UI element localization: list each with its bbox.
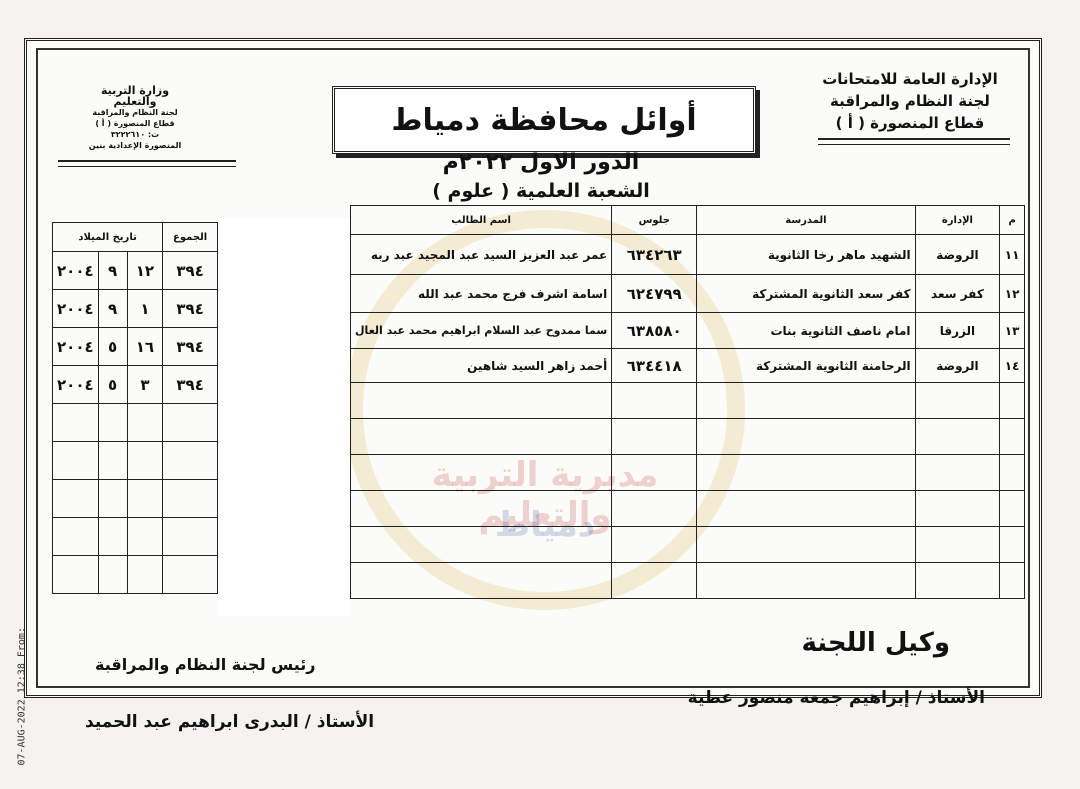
cell-total: ٣٩٤ — [162, 251, 218, 290]
header-rule — [818, 138, 1010, 145]
cell-school: الرحامنة الثانوية المشتركة — [696, 348, 916, 383]
exam-round: الدور الاول ٢٠٢٢م — [442, 150, 640, 175]
empty-row — [349, 418, 1025, 455]
cell-student: سما ممدوح عبد السلام ابراهيم محمد عبد ال… — [349, 312, 613, 349]
org-line: الإدارة العامة للامتحانات — [822, 70, 998, 88]
head-title: رئيس لجنة النظام والمراقبة — [95, 655, 316, 674]
empty-row — [349, 490, 1025, 527]
cell-day: ١ — [126, 289, 164, 328]
cell-school: كفر سعد الثانوية المشتركة — [696, 274, 916, 313]
cell-student: اسامة اشرف فرج محمد عبد الله — [349, 274, 613, 313]
empty-row — [52, 479, 218, 518]
cell-seat: ٦٣٤٢٦٣ — [611, 234, 698, 275]
cell-day: ٣ — [126, 365, 164, 404]
cell-index: ١٢ — [999, 274, 1025, 313]
cell-administration: كفر سعد — [914, 274, 1001, 313]
cell-school: الشهيد ماهر رخا الثانوية — [696, 234, 916, 275]
cell-administration: الروضة — [914, 234, 1001, 275]
empty-row — [349, 526, 1025, 563]
org-line: قطاع المنصورة ( أ ) — [835, 114, 985, 132]
empty-row — [52, 403, 218, 442]
col-seat: جلوس — [611, 205, 698, 235]
table-row: ٣٩٤ ١٢ ٩ ٢٠٠٤ — [52, 251, 218, 290]
col-birth-date: تاريخ الميلاد — [51, 222, 164, 252]
cell-index: ١٤ — [999, 348, 1025, 383]
table-header-row: الجموع تاريخ الميلاد — [51, 222, 218, 252]
table-header-row: م الإدارة المدرسة جلوس اسم الطالب — [349, 205, 1025, 235]
cell-total: ٣٩٤ — [162, 365, 218, 404]
cell-year: ٢٠٠٤ — [52, 327, 99, 366]
stamp-line: وزارة التربية والتعليم — [100, 84, 170, 108]
official-stamp: وزارة التربية والتعليم لجنة النظام والمر… — [80, 85, 190, 155]
cell-month: ٩ — [97, 289, 128, 328]
cell-month: ٥ — [97, 365, 128, 404]
cell-student: عمر عبد العزيز السيد عبد المجيد عبد ربه — [349, 234, 613, 275]
cell-month: ٩ — [97, 251, 128, 290]
fax-timestamp: 07-AUG-2022 12:38 From: — [16, 627, 28, 766]
stamp-rule — [58, 160, 236, 167]
empty-row — [349, 454, 1025, 491]
cell-total: ٣٩٤ — [162, 327, 218, 366]
cell-administration: الزرقا — [914, 312, 1001, 349]
table-row: ١٤ الروضة الرحامنة الثانوية المشتركة ٦٣٤… — [349, 348, 1025, 383]
empty-row — [349, 382, 1025, 419]
empty-row — [349, 562, 1025, 599]
cell-seat: ٦٢٤٧٩٩ — [611, 274, 698, 313]
page-title: أوائل محافظة دمياط — [332, 86, 756, 154]
stamp-line: قطاع المنصورة ( أ ) — [95, 119, 175, 128]
head-name: الأستاذ / البدرى ابراهيم عبد الحميد — [85, 712, 375, 732]
cell-month: ٥ — [97, 327, 128, 366]
cell-school: امام ناصف الثانوية بنات — [696, 312, 916, 349]
organization-header: الإدارة العامة للامتحانات لجنة النظام وا… — [810, 68, 1010, 134]
stamp-line: المنصورة الإعدادية بنين — [88, 141, 182, 150]
cell-seat: ٦٣٤٤١٨ — [611, 348, 698, 383]
empty-row — [52, 441, 218, 480]
cell-index: ١٣ — [999, 312, 1025, 349]
cell-seat: ٦٣٨٥٨٠ — [611, 312, 698, 349]
col-administration: الإدارة — [914, 205, 1001, 235]
col-school: المدرسة — [696, 205, 916, 235]
scores-table: الجموع تاريخ الميلاد ٣٩٤ ١٢ ٩ ٢٠٠٤ ٣٩٤ ١… — [51, 222, 218, 594]
redacted-area — [218, 218, 350, 616]
empty-row — [52, 517, 218, 556]
cell-index: ١١ — [999, 234, 1025, 275]
cell-year: ٢٠٠٤ — [52, 365, 99, 404]
org-line: لجنة النظام والمراقبة — [830, 92, 990, 110]
table-row: ٣٩٤ ٣ ٥ ٢٠٠٤ — [52, 365, 218, 404]
cell-administration: الروضة — [914, 348, 1001, 383]
deputy-name: الأستاذ / إبراهيم جمعه منصور عطية — [687, 688, 985, 708]
table-row: ٣٩٤ ١٦ ٥ ٢٠٠٤ — [52, 327, 218, 366]
cell-day: ١٢ — [126, 251, 164, 290]
col-index: م — [999, 205, 1025, 235]
empty-row — [52, 555, 218, 594]
col-student: اسم الطالب — [349, 205, 613, 235]
results-table: م الإدارة المدرسة جلوس اسم الطالب ١١ الر… — [349, 205, 1025, 599]
cell-total: ٣٩٤ — [162, 289, 218, 328]
table-row: ٣٩٤ ١ ٩ ٢٠٠٤ — [52, 289, 218, 328]
deputy-title: وكيل اللجنة — [801, 628, 950, 658]
cell-year: ٢٠٠٤ — [52, 251, 99, 290]
table-row: ١٣ الزرقا امام ناصف الثانوية بنات ٦٣٨٥٨٠… — [349, 312, 1025, 349]
stamp-line: لجنة النظام والمراقبة — [92, 108, 178, 117]
table-row: ١٢ كفر سعد كفر سعد الثانوية المشتركة ٦٢٤… — [349, 274, 1025, 313]
cell-day: ١٦ — [126, 327, 164, 366]
cell-student: أحمد زاهر السيد شاهين — [349, 348, 613, 383]
stamp-line: ت: ٣٢٢٢٦١٠ — [110, 130, 160, 139]
col-total: الجموع — [162, 222, 218, 252]
table-row: ١١ الروضة الشهيد ماهر رخا الثانوية ٦٣٤٢٦… — [349, 234, 1025, 275]
cell-year: ٢٠٠٤ — [52, 289, 99, 328]
division-label: الشعبة العلمية ( علوم ) — [432, 180, 650, 202]
